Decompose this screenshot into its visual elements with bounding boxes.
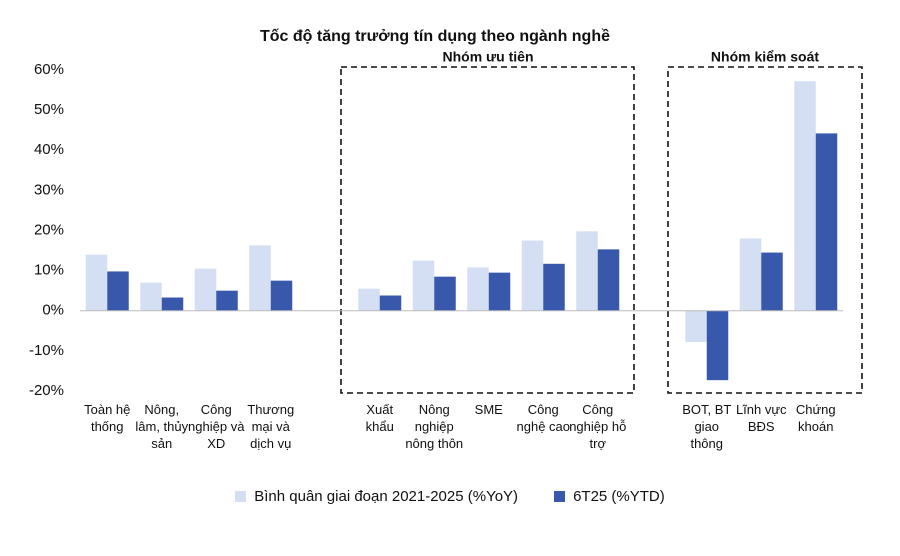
bar xyxy=(739,238,762,311)
group-label: Nhóm ưu tiên xyxy=(442,49,533,65)
x-tick-label: Toàn hệ thống xyxy=(84,402,131,434)
bar xyxy=(358,288,380,311)
group-box xyxy=(340,66,635,394)
legend: Bình quân giai đoạn 2021-2025 (%YoY) 6T25… xyxy=(0,488,900,505)
legend-label: 6T25 (%YTD) xyxy=(573,488,665,505)
bar xyxy=(161,297,184,311)
y-tick-label: 30% xyxy=(34,181,64,198)
y-tick-label: 50% xyxy=(34,101,64,118)
x-tick-label: Công nghiệp hỗ trợ xyxy=(569,402,627,451)
bar xyxy=(761,252,783,311)
bar xyxy=(467,267,489,311)
bar xyxy=(85,254,108,311)
bar xyxy=(107,271,129,311)
bar xyxy=(412,260,435,311)
bar xyxy=(597,249,620,311)
bar xyxy=(815,133,838,311)
bar xyxy=(249,245,271,311)
x-tick-label: Nông nghiệp nông thôn xyxy=(405,402,464,451)
x-tick-label: Công nghệ cao xyxy=(516,402,571,434)
bar xyxy=(270,280,293,311)
bar xyxy=(434,276,456,311)
x-tick-label: Công nghiệp và XD xyxy=(188,402,245,451)
x-tick-label: Lĩnh vực BĐS xyxy=(735,402,787,434)
bar xyxy=(543,263,565,311)
legend-item: 6T25 (%YTD) xyxy=(554,488,665,505)
x-tick-label: Xuất khẩu xyxy=(365,402,394,434)
legend-swatch xyxy=(235,491,247,502)
y-tick-label: 0% xyxy=(42,302,64,319)
x-tick-label: BOT, BT giao thông xyxy=(682,402,732,451)
x-tick-label: Nông, lâm, thủy sản xyxy=(135,402,189,451)
y-tick-label: 10% xyxy=(34,262,64,279)
bar xyxy=(216,290,238,311)
bar xyxy=(194,268,217,311)
chart-title: Tốc độ tăng trưởng tín dụng theo ngành n… xyxy=(260,28,610,45)
bar xyxy=(521,240,544,311)
legend-swatch xyxy=(554,491,566,502)
bar xyxy=(379,295,402,311)
legend-item: Bình quân giai đoạn 2021-2025 (%YoY) xyxy=(235,488,518,505)
y-tick-label: 20% xyxy=(34,221,64,238)
y-tick-label: -10% xyxy=(29,342,64,359)
bar xyxy=(685,310,707,343)
bar xyxy=(706,310,729,381)
legend-label: Bình quân giai đoạn 2021-2025 (%YoY) xyxy=(254,488,519,505)
y-tick-label: -20% xyxy=(29,382,64,399)
bar xyxy=(140,282,162,311)
y-tick-label: 60% xyxy=(34,61,64,78)
bar xyxy=(576,231,598,311)
y-tick-label: 40% xyxy=(34,141,64,158)
group-label: Nhóm kiểm soát xyxy=(711,49,819,65)
bar xyxy=(488,272,511,311)
x-tick-label: SME xyxy=(474,402,503,417)
x-tick-label: Thương mại và dịch vụ xyxy=(247,402,295,451)
bar xyxy=(794,81,816,311)
x-tick-label: Chứng khoán xyxy=(795,402,836,434)
